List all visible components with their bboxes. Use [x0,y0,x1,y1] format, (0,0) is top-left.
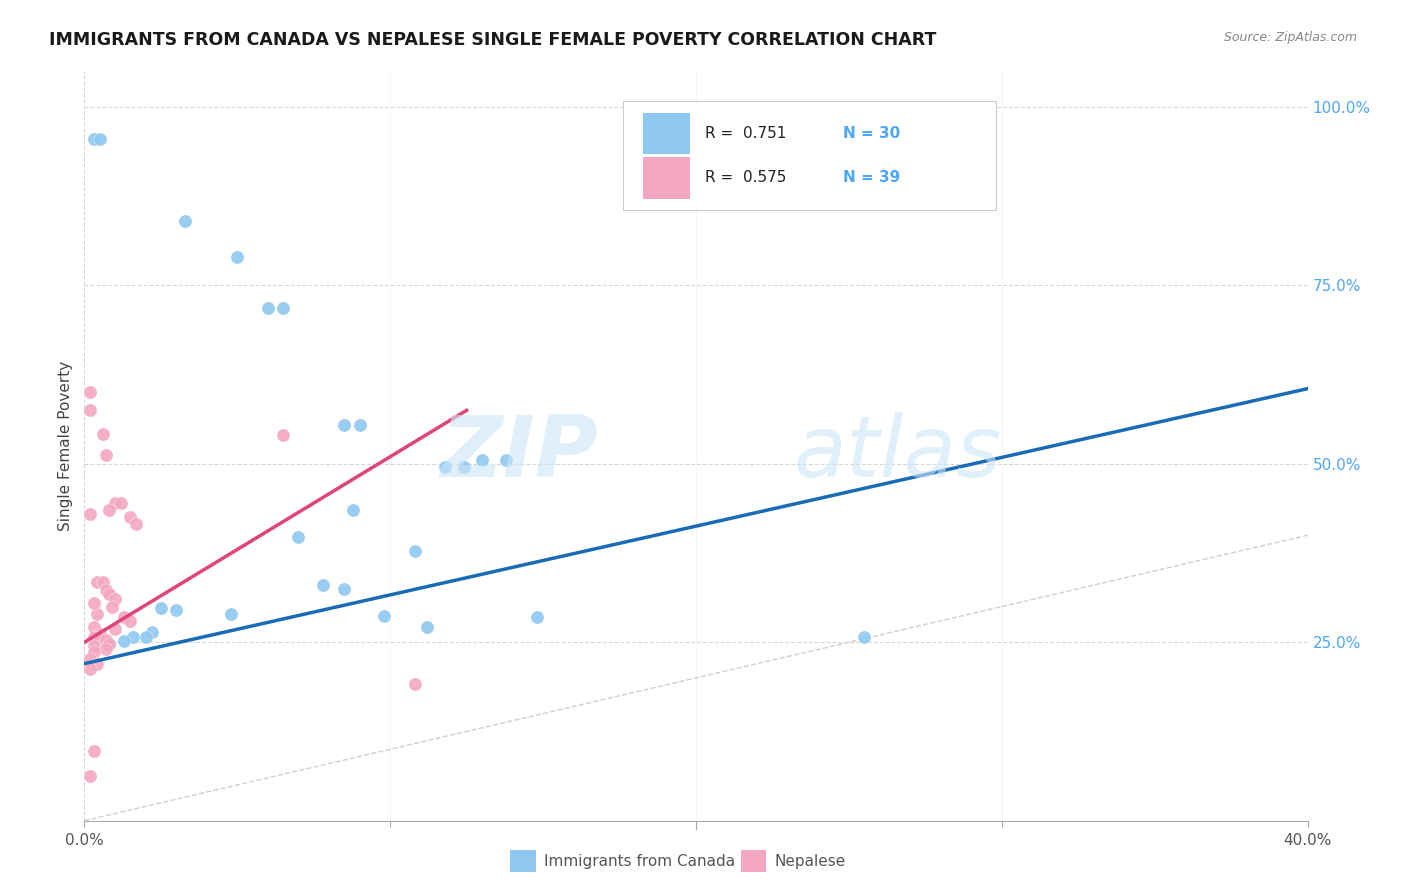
Point [112,610,135,624]
Point [342,503,364,517]
Point [404,676,426,690]
Point [120,614,142,628]
Point [416,619,439,633]
Text: atlas: atlas [794,412,1002,495]
Point [97,587,120,601]
Point [165,603,187,617]
Point [86,574,108,589]
Point [125,517,148,532]
Point [83,644,105,658]
Point [149,601,172,615]
Point [79,651,101,665]
Point [219,607,242,621]
Text: N = 30: N = 30 [842,126,900,141]
Point [526,610,548,624]
Point [349,417,371,432]
FancyBboxPatch shape [623,102,995,210]
Point [104,592,127,607]
Point [97,637,120,651]
Point [101,599,124,614]
Point [94,583,117,598]
Point [97,503,120,517]
Point [79,662,101,676]
Text: IMMIGRANTS FROM CANADA VS NEPALESE SINGLE FEMALE POVERTY CORRELATION CHART: IMMIGRANTS FROM CANADA VS NEPALESE SINGL… [49,31,936,49]
Point [91,426,114,441]
Text: N = 39: N = 39 [842,170,900,186]
Point [471,453,494,467]
Point [89,132,111,146]
Point [333,582,356,596]
Y-axis label: Single Female Poverty: Single Female Poverty [58,361,73,531]
Point [373,608,395,623]
Point [83,132,105,146]
Point [404,544,426,558]
Point [104,496,127,510]
Text: Source: ZipAtlas.com: Source: ZipAtlas.com [1223,31,1357,45]
Point [79,769,101,783]
Point [104,623,127,637]
Point [94,448,117,462]
Point [141,624,163,639]
Point [83,596,105,610]
Point [271,428,294,442]
Point [86,657,108,671]
Point [333,417,356,432]
Point [122,630,145,644]
Point [89,626,111,640]
Point [94,641,117,656]
Point [453,460,475,475]
Point [86,607,108,621]
FancyBboxPatch shape [644,157,690,199]
Point [83,619,105,633]
FancyBboxPatch shape [644,112,690,154]
Text: Immigrants from Canada: Immigrants from Canada [544,855,735,869]
Point [112,633,135,648]
Point [226,250,249,264]
Point [83,630,105,644]
Point [257,301,280,316]
Point [94,633,117,648]
Point [89,632,111,646]
Point [495,453,517,467]
Text: R =  0.575: R = 0.575 [704,170,786,186]
Point [83,744,105,758]
Point [312,578,335,592]
Point [97,637,120,651]
Text: Nepalese: Nepalese [775,855,846,869]
Point [271,301,294,316]
Point [853,630,876,644]
Point [120,510,142,524]
Text: ZIP: ZIP [440,412,598,495]
Point [91,574,114,589]
Point [83,639,105,653]
Point [287,530,309,544]
Point [174,214,197,228]
Point [434,460,457,475]
Point [135,630,157,644]
Point [79,385,101,400]
Point [79,403,101,417]
Point [79,507,101,521]
Point [110,496,132,510]
Text: R =  0.751: R = 0.751 [704,126,786,141]
